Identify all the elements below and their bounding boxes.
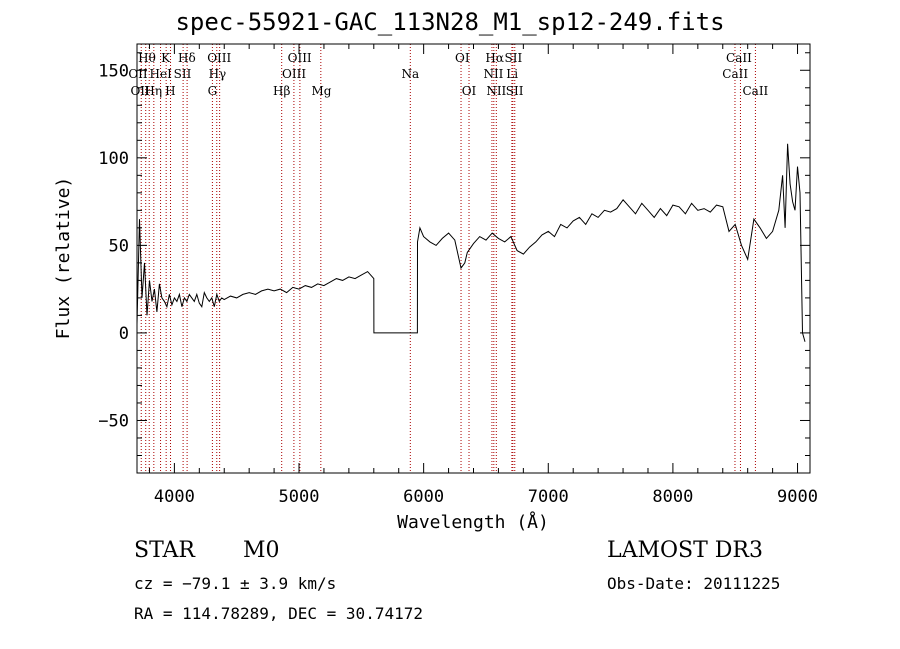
line-label-1-3: Hγ [209,67,227,81]
x-tick-label-3: 7000 [528,487,569,507]
spectrum-series [136,143,806,342]
x-tick-label-5: 9000 [777,487,818,507]
obs-date-text: Obs-Date: 20111225 [607,574,781,593]
line-label-2-8: SII [506,84,524,98]
line-label-1-0: OII [128,67,148,81]
line-label-1-4: OIII [282,67,306,81]
x-tick-label-1: 5000 [279,487,320,507]
y-tick-label-0: −50 [98,411,129,431]
y-tick-label-1: 0 [119,324,129,344]
line-label-0-5: OI [455,51,470,65]
plot-frame [136,43,811,474]
y-axis-label: Flux (relative) [53,177,74,340]
y-tick-label-3: 100 [98,149,129,169]
y-tick-label-4: 150 [98,61,129,81]
line-label-0-3: OIII [207,51,231,65]
line-label-2-7: NII [486,84,506,98]
line-label-0-2: Hδ [178,51,196,65]
subclass-label: M0 [243,538,280,563]
line-label-2-3: G [208,84,218,98]
line-label-1-1: HeI [150,67,173,81]
line-label-0-1: K [161,51,171,65]
line-label-2-6: OI [462,84,477,98]
line-label-2-9: CaII [742,84,768,98]
line-label-1-8: CaII [722,67,748,81]
line-label-0-0: Hθ [138,51,156,65]
coords-text: RA = 114.78289, DEC = 30.74172 [134,604,423,623]
x-axis-label: Wavelength (Å) [397,511,549,533]
line-label-1-6: NII [483,67,503,81]
chart-title: spec-55921-GAC_113N28_M1_sp12-249.fits [175,8,725,36]
y-axis-ticks: −50 0 50 100 150 [98,52,810,456]
class-label: STAR [134,538,195,563]
x-tick-label-0: 4000 [154,487,195,507]
line-label-1-5: Na [401,67,419,81]
y-tick-label-2: 50 [109,236,129,256]
x-axis-ticks: 4000 5000 6000 7000 8000 9000 [148,44,818,507]
line-label-2-1: Hη [144,84,162,98]
survey-label: LAMOST DR3 [607,538,763,563]
x-tick-label-2: 6000 [403,487,444,507]
line-label-2-5: Mg [311,84,331,98]
line-label-0-4: OIII [288,51,312,65]
line-label-2-0: OII [130,84,150,98]
line-label-0-8: CaII [726,51,752,65]
spectral-line-markers [140,44,756,473]
line-label-2-4: Hβ [273,84,290,98]
line-label-2-2: H [165,84,175,98]
line-label-0-6: Hα [485,51,504,65]
line-label-1-7: Li [506,67,518,81]
line-label-0-7: SII [505,51,523,65]
x-tick-label-4: 8000 [652,487,693,507]
redshift-text: cz = −79.1 ± 3.9 km/s [134,574,337,593]
line-label-1-2: SII [174,67,192,81]
